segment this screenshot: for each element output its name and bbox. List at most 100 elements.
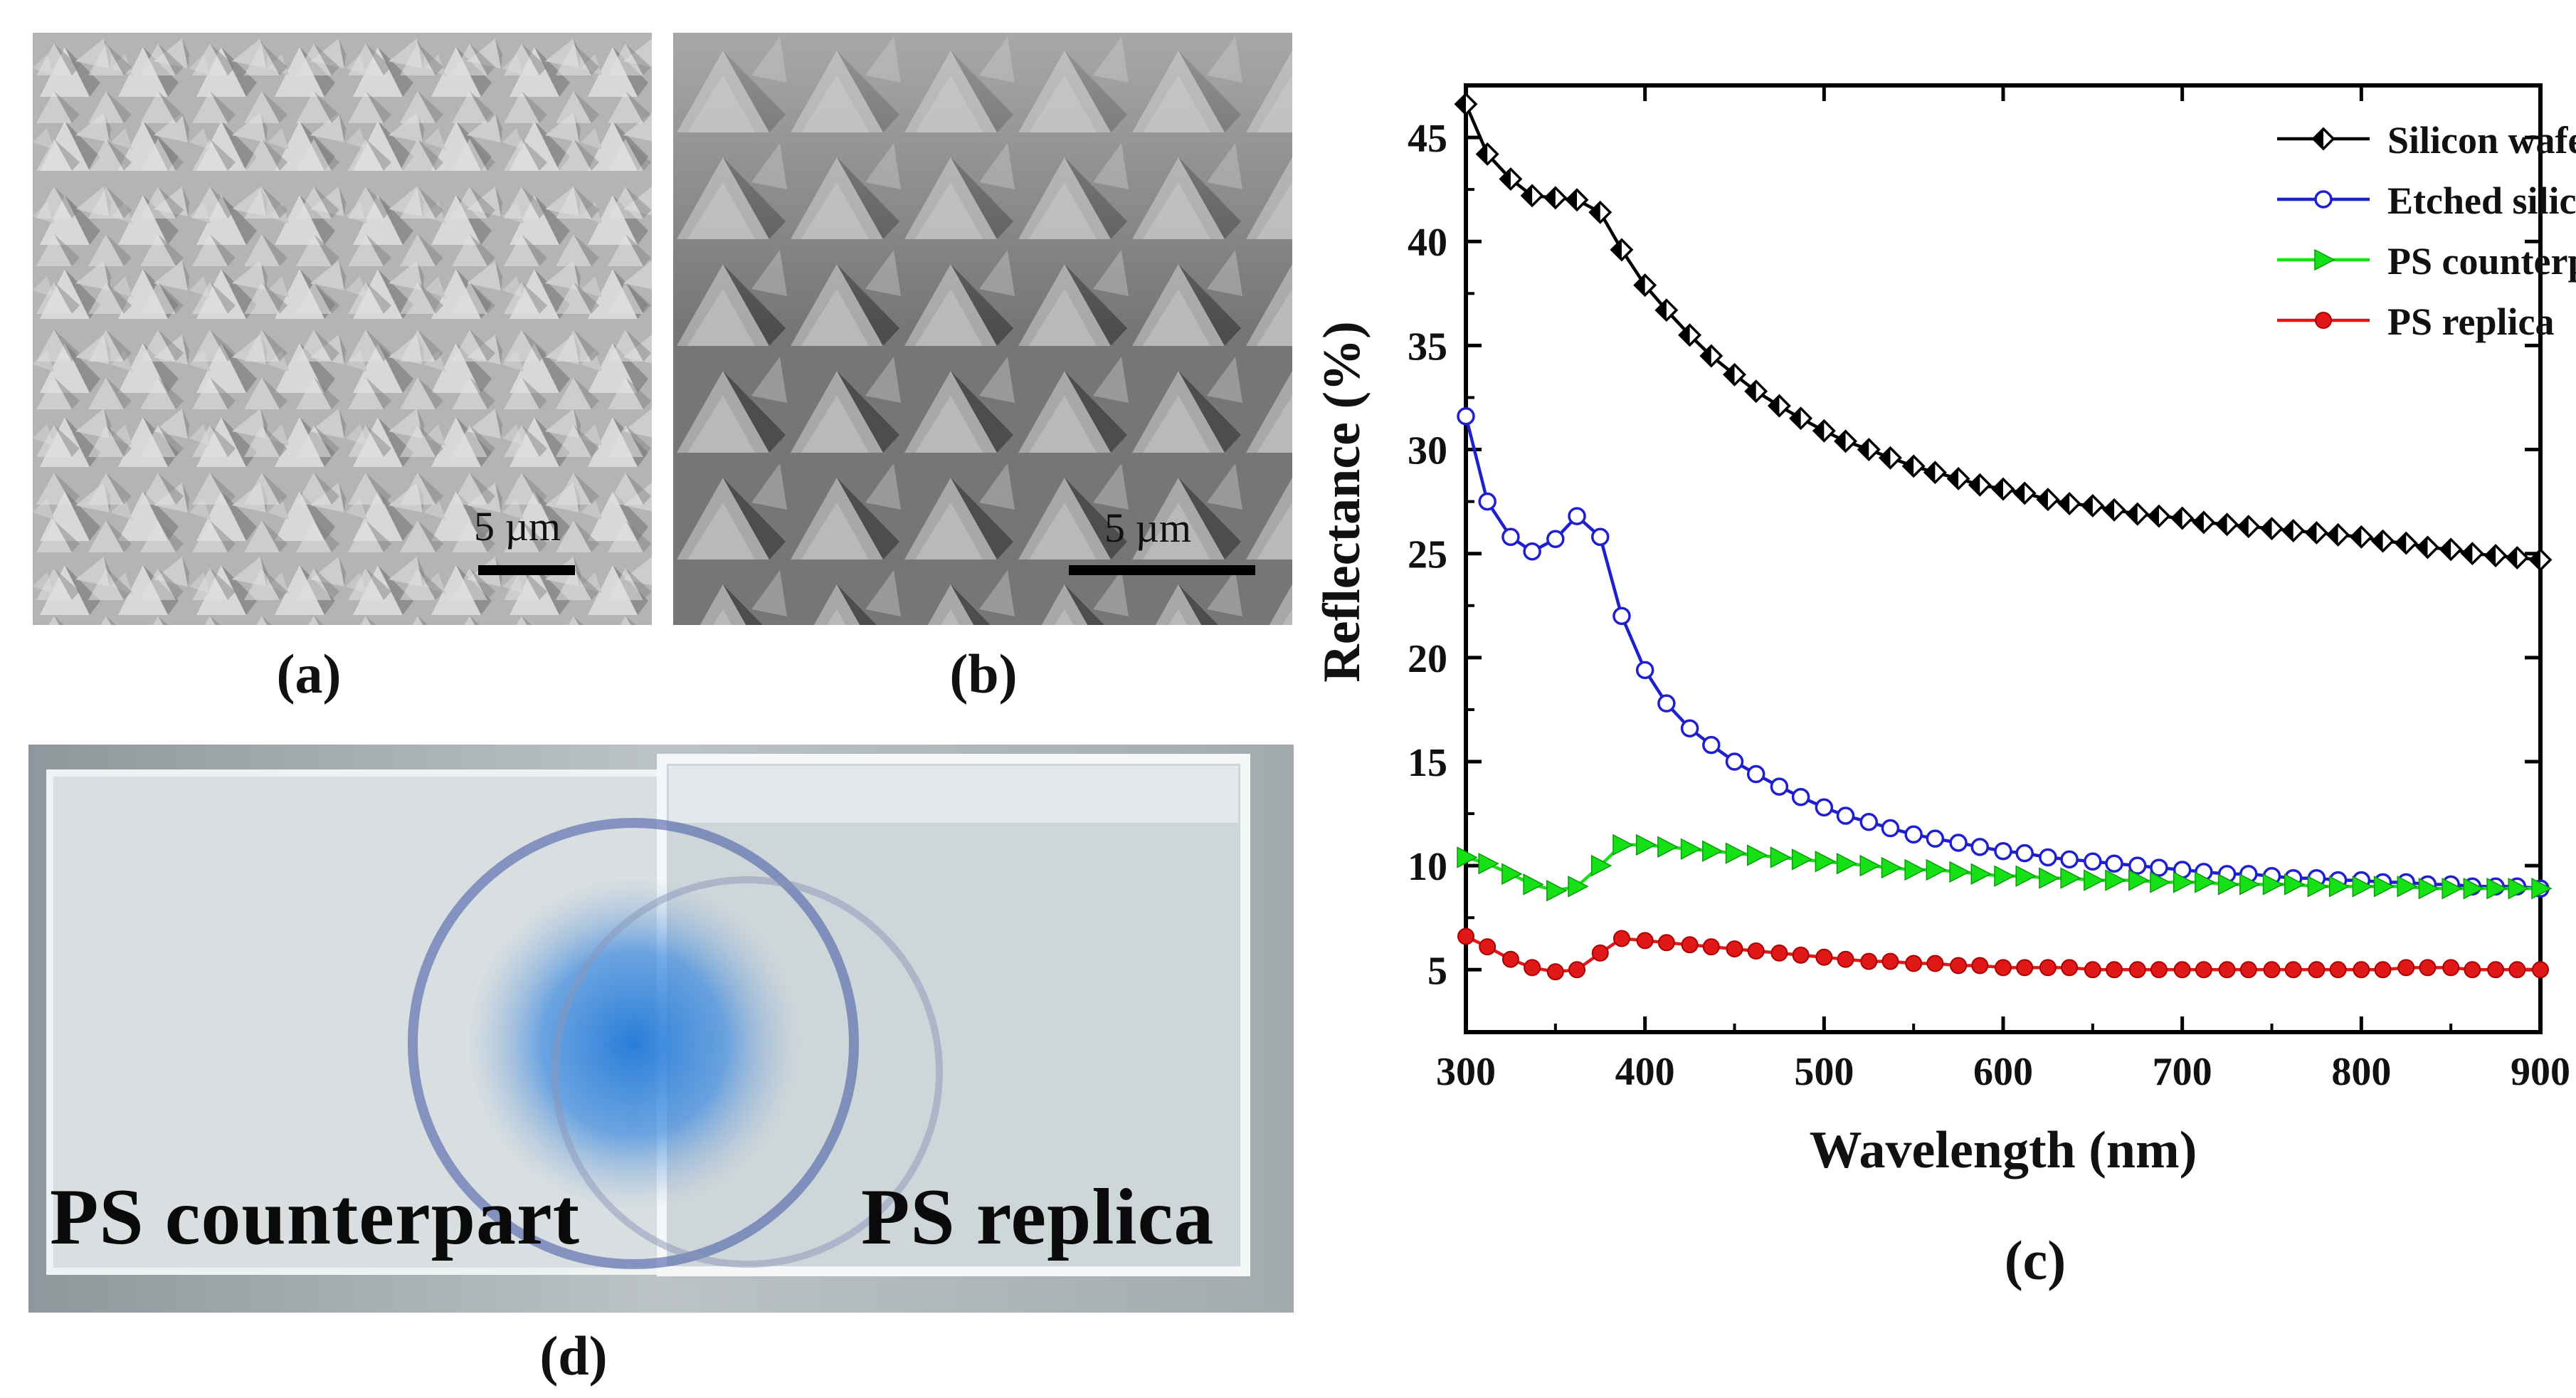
data-point-s2 bbox=[2442, 878, 2463, 900]
data-point-s0-fill bbox=[2193, 512, 2204, 532]
reflectance-chart: 300 400 500 600 700 800 900 5 10 15 20 25 30 35 40 45 Wa… bbox=[1313, 83, 2576, 1179]
data-point-s2 bbox=[1904, 858, 1926, 881]
data-point-s0-fill bbox=[1880, 448, 1891, 468]
data-point-s3 bbox=[2508, 961, 2526, 979]
data-point-s1 bbox=[2084, 852, 2102, 871]
data-point-s2 bbox=[2486, 878, 2508, 900]
data-point-s0-fill bbox=[1769, 396, 1780, 416]
data-point-s3 bbox=[1568, 961, 1586, 979]
data-point-s2 bbox=[2531, 878, 2553, 900]
data-point-s3 bbox=[2173, 961, 2191, 979]
data-point-s1 bbox=[1791, 787, 1810, 806]
data-point-s2 bbox=[2373, 876, 2395, 898]
data-point-s3 bbox=[1546, 963, 1564, 981]
data-point-s1 bbox=[1568, 507, 1586, 525]
data-point-s1 bbox=[2105, 854, 2123, 873]
data-point-s2 bbox=[2352, 876, 2373, 898]
data-point-s3 bbox=[1524, 959, 1541, 977]
legend-label: Etched silicon wafer bbox=[2387, 179, 2576, 222]
data-point-s3 bbox=[2329, 961, 2347, 979]
caption-c: (c) bbox=[2004, 1229, 2066, 1291]
data-point-s0-fill bbox=[1567, 189, 1578, 210]
data-point-s0-fill bbox=[2396, 533, 2407, 554]
data-point-s0-fill bbox=[1611, 239, 1622, 260]
data-point-s3 bbox=[2487, 961, 2505, 979]
data-point-s0-fill bbox=[1590, 202, 1600, 223]
data-point-s1 bbox=[1612, 606, 1631, 626]
data-point-s2 bbox=[2128, 869, 2150, 891]
caption-b: (b) bbox=[949, 643, 1018, 705]
data-point-s3 bbox=[1881, 952, 1899, 970]
data-point-s2 bbox=[2173, 871, 2195, 893]
data-point-s0-fill bbox=[1635, 275, 1645, 295]
data-point-s1 bbox=[1926, 829, 1945, 848]
data-point-s1 bbox=[1501, 527, 1520, 547]
x-tick-label: 400 bbox=[1615, 1050, 1675, 1094]
data-point-s3 bbox=[1837, 950, 1854, 968]
data-point-s2 bbox=[2397, 876, 2418, 898]
data-point-s1 bbox=[1635, 661, 1654, 680]
data-point-s2 bbox=[2195, 871, 2216, 893]
data-point-s1 bbox=[1457, 407, 1475, 426]
x-tick-label: 600 bbox=[1973, 1050, 2033, 1094]
data-point-s2 bbox=[1546, 879, 1568, 902]
data-point-s0-fill bbox=[2441, 539, 2451, 559]
x-tick-label: 500 bbox=[1794, 1050, 1854, 1094]
data-point-s2 bbox=[1501, 863, 1523, 885]
data-point-s3 bbox=[2128, 961, 2146, 979]
data-point-s1 bbox=[1746, 764, 1765, 784]
data-point-s0 bbox=[2036, 488, 2060, 512]
data-point-s3 bbox=[2532, 961, 2549, 979]
data-point-s3 bbox=[1926, 955, 1944, 972]
data-point-s0-fill bbox=[2462, 543, 2473, 564]
data-point-s0-fill bbox=[2059, 493, 2070, 514]
data-point-s1 bbox=[1478, 492, 1496, 511]
data-point-s0-fill bbox=[1993, 479, 2003, 500]
data-point-s2 bbox=[2217, 873, 2239, 895]
data-point-s0-fill bbox=[1724, 364, 1735, 385]
data-point-s0-fill bbox=[1679, 325, 1690, 345]
data-point-s0-fill bbox=[2127, 504, 2138, 525]
scale-label-b: 5 µm bbox=[1104, 505, 1192, 551]
data-point-s3 bbox=[2039, 959, 2057, 977]
data-point-s1 bbox=[2015, 843, 2034, 863]
data-point-s2 bbox=[2239, 873, 2261, 895]
legend-label: PS replica bbox=[2387, 300, 2554, 343]
data-point-s3 bbox=[2195, 961, 2212, 979]
caption-d: (d) bbox=[539, 1325, 608, 1387]
data-point-s3 bbox=[1612, 930, 1630, 947]
data-point-s3 bbox=[2397, 959, 2415, 977]
data-point-s0-fill bbox=[2261, 518, 2272, 539]
data-point-s1 bbox=[1523, 542, 1541, 561]
data-point-s3 bbox=[1636, 932, 1654, 950]
scale-bar-a bbox=[478, 565, 575, 575]
data-point-s2 bbox=[2084, 869, 2105, 891]
data-point-s2 bbox=[1702, 840, 1724, 862]
data-point-s2 bbox=[2262, 873, 2284, 895]
data-point-s0-fill bbox=[2530, 550, 2540, 570]
data-point-s0-fill bbox=[2372, 531, 2383, 552]
data-point-s0-fill bbox=[2238, 516, 2249, 537]
data-point-s0-fill bbox=[1456, 94, 1466, 115]
data-point-s3 bbox=[1702, 938, 1720, 956]
sem-texture-b bbox=[673, 33, 1292, 625]
data-point-s3 bbox=[1479, 938, 1496, 956]
sem-texture-a bbox=[33, 33, 652, 625]
data-point-s2 bbox=[1680, 838, 1702, 861]
data-point-s2 bbox=[2508, 878, 2529, 900]
data-point-s0-fill bbox=[1500, 169, 1511, 189]
data-point-s3 bbox=[1815, 948, 1833, 966]
data-point-s3 bbox=[2016, 959, 2034, 977]
data-point-s0-fill bbox=[1545, 187, 1556, 208]
photo-illustration-d bbox=[28, 745, 1294, 1313]
data-point-s0-fill bbox=[2283, 520, 2293, 541]
data-point-s0-fill bbox=[2082, 495, 2093, 516]
data-point-s2 bbox=[1994, 865, 2015, 888]
y-axis-label: Reflectance (%) bbox=[1313, 321, 1371, 682]
data-point-s2 bbox=[1949, 861, 1970, 883]
data-point-s1 bbox=[1702, 735, 1721, 755]
data-point-s1 bbox=[1815, 798, 1834, 817]
scale-label-a: 5 µm bbox=[474, 503, 561, 550]
caption-a: (a) bbox=[276, 643, 342, 705]
y-tick-label: 40 bbox=[1408, 221, 1447, 265]
